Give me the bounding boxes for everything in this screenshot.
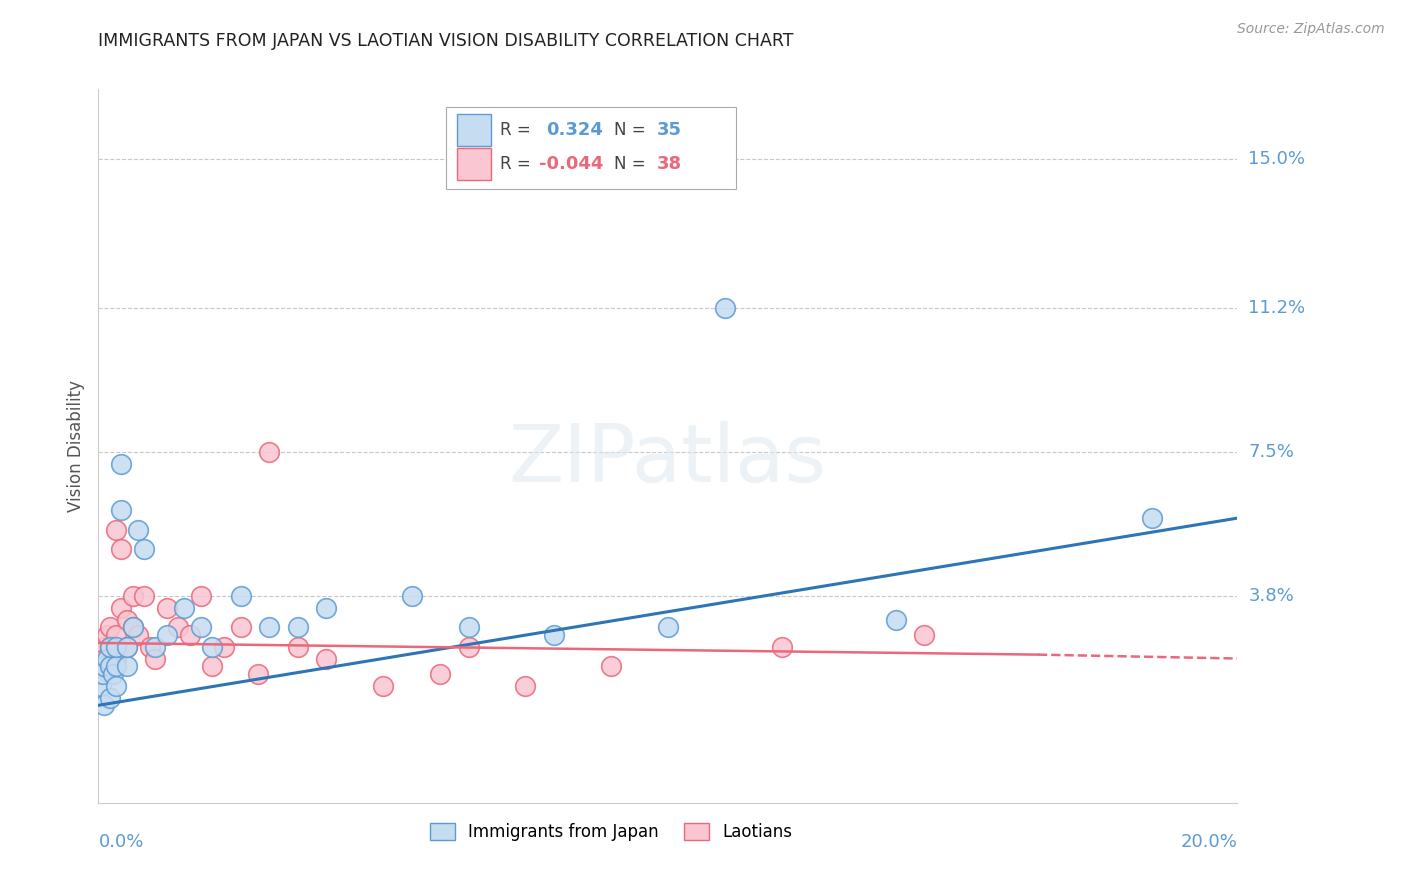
Point (145, 640, 167, 654)
Point (110, 503, 132, 517)
Point (96, 628, 118, 642)
Legend: Immigrants from Japan, Laotians: Immigrants from Japan, Laotians (423, 816, 799, 848)
FancyBboxPatch shape (446, 107, 737, 189)
Point (121, 589, 143, 603)
Text: 0.324: 0.324 (546, 121, 603, 139)
Point (104, 640, 127, 654)
Point (93, 651, 115, 665)
Point (121, 620, 143, 634)
Point (229, 620, 252, 634)
Text: 35: 35 (657, 121, 682, 139)
Point (98, 690, 121, 705)
Point (127, 523, 149, 537)
Point (884, 613, 907, 627)
Point (600, 659, 623, 673)
Point (190, 620, 212, 634)
Point (515, 679, 537, 693)
Text: 38: 38 (657, 155, 682, 173)
Text: Source: ZipAtlas.com: Source: ZipAtlas.com (1237, 22, 1385, 37)
Point (145, 651, 167, 665)
Point (104, 659, 127, 673)
Point (93, 640, 115, 654)
Text: IMMIGRANTS FROM JAPAN VS LAOTIAN VISION DISABILITY CORRELATION CHART: IMMIGRANTS FROM JAPAN VS LAOTIAN VISION … (98, 32, 794, 50)
Point (91, 667, 114, 681)
Point (212, 640, 235, 654)
Text: N =: N = (614, 121, 645, 139)
Point (115, 640, 138, 654)
Point (714, 301, 737, 315)
Y-axis label: Vision Disability: Vision Disability (66, 380, 84, 512)
Point (201, 659, 224, 673)
Point (373, 679, 395, 693)
Point (104, 679, 127, 693)
Point (98, 659, 121, 673)
Point (110, 542, 132, 557)
FancyBboxPatch shape (457, 148, 491, 180)
Point (90, 667, 112, 681)
Point (657, 620, 679, 634)
Point (401, 589, 423, 603)
Text: -0.044: -0.044 (538, 155, 603, 173)
Point (167, 620, 190, 634)
Point (93, 659, 115, 673)
Point (110, 457, 132, 471)
Point (132, 589, 155, 603)
Text: R =: R = (501, 121, 531, 139)
Text: 15.0%: 15.0% (1249, 151, 1305, 169)
Point (90, 679, 112, 693)
Text: 11.2%: 11.2% (1249, 299, 1306, 317)
FancyBboxPatch shape (457, 114, 491, 146)
Text: 20.0%: 20.0% (1181, 833, 1237, 851)
Point (179, 628, 201, 642)
Point (132, 542, 155, 557)
Point (101, 667, 124, 681)
Point (115, 640, 138, 654)
Point (104, 651, 127, 665)
Point (287, 640, 309, 654)
Point (315, 600, 337, 615)
Point (104, 523, 127, 537)
Point (429, 667, 451, 681)
Point (96, 651, 118, 665)
Point (121, 620, 143, 634)
Point (98, 640, 121, 654)
Point (1140, 511, 1163, 525)
Point (115, 613, 138, 627)
Point (315, 651, 337, 665)
Point (201, 640, 224, 654)
Point (127, 628, 149, 642)
Point (138, 640, 160, 654)
Point (543, 628, 565, 642)
Point (229, 589, 252, 603)
Point (912, 628, 935, 642)
Point (110, 600, 132, 615)
Point (246, 667, 269, 681)
Point (156, 600, 179, 615)
Text: 3.8%: 3.8% (1249, 587, 1294, 605)
Point (173, 600, 195, 615)
Text: ZIPatlas: ZIPatlas (509, 421, 827, 500)
Text: 7.5%: 7.5% (1249, 442, 1295, 461)
Point (98, 640, 121, 654)
Point (98, 620, 121, 634)
Text: N =: N = (614, 155, 645, 173)
Point (190, 589, 212, 603)
Text: 0.0%: 0.0% (98, 833, 143, 851)
Point (98, 659, 121, 673)
Point (457, 620, 479, 634)
Text: R =: R = (501, 155, 531, 173)
Point (115, 659, 138, 673)
Point (287, 620, 309, 634)
Point (770, 640, 793, 654)
Point (457, 640, 479, 654)
Point (93, 698, 115, 713)
Point (259, 445, 281, 459)
Point (104, 628, 127, 642)
Point (156, 628, 179, 642)
Point (259, 620, 281, 634)
